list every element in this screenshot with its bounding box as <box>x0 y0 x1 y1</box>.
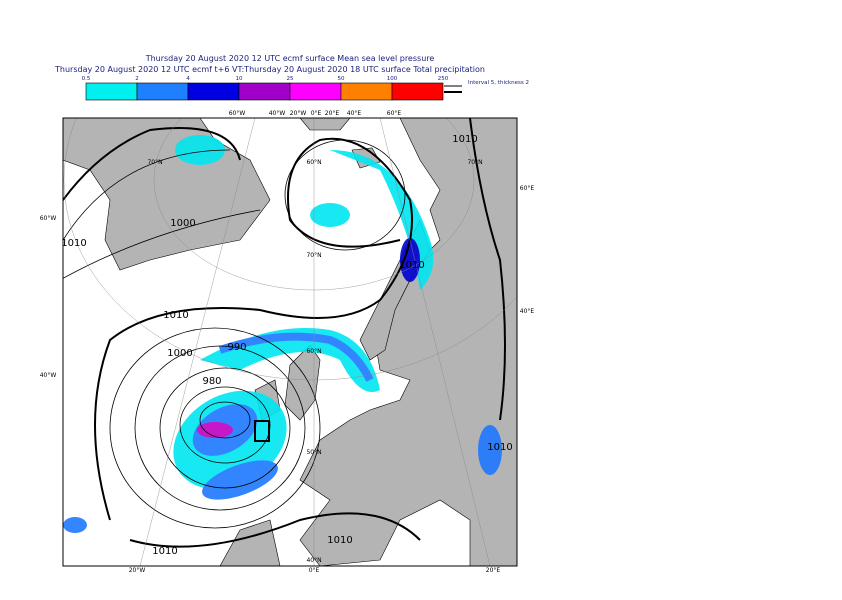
legend-label: 100 <box>387 76 398 82</box>
isobar-label: 1010 <box>152 546 177 557</box>
legend: 0.5 2 4 10 25 50 100 250 <box>82 76 449 101</box>
isobar-label: 1000 <box>170 218 195 229</box>
map-labels: 60°W 40°W 20°W 0°E 20°E 40°E 60°E60°E40°E60°W4… <box>40 110 535 574</box>
legend-label: 10 <box>236 76 243 82</box>
legend-note: Interval 5, thickness 2 <box>468 80 529 86</box>
isobar-label: 1010 <box>452 134 477 145</box>
grid-label: 40°E <box>520 308 535 315</box>
grid-label: 20°W <box>129 567 146 574</box>
grid-label: 40°W <box>269 110 286 117</box>
legend-swatch <box>340 82 393 101</box>
grid-label: 60°E <box>387 110 402 117</box>
grid-label: 40°N <box>306 557 321 564</box>
isobar-label: 980 <box>202 376 221 387</box>
map-frame <box>62 117 518 567</box>
legend-swatch <box>238 82 291 101</box>
grid-label: 70°N <box>147 159 162 166</box>
legend-swatch <box>85 82 138 101</box>
legend-label: 0.5 <box>82 76 91 82</box>
grid-label: 0°E <box>311 110 322 117</box>
grid-label: 20°E <box>325 110 340 117</box>
grid-label: 60°W <box>229 110 246 117</box>
grid-label: 70°N <box>467 159 482 166</box>
isobar-label: 1010 <box>399 260 424 271</box>
legend-label: 50 <box>338 76 345 82</box>
legend-swatch <box>136 82 189 101</box>
grid-label: 0°E <box>309 567 320 574</box>
title-line: Thursday 20 August 2020 12 UTC ecmf t+6 … <box>54 65 485 74</box>
title-line: Thursday 20 August 2020 12 UTC ecmf surf… <box>145 54 435 63</box>
isobar-label: 1010 <box>163 310 188 321</box>
legend-swatch <box>289 82 342 101</box>
isobar-label: 990 <box>227 342 246 353</box>
map <box>63 118 517 566</box>
grid-label: 50°N <box>306 449 321 456</box>
grid-label: 20°W <box>290 110 307 117</box>
grid-label: 40°E <box>347 110 362 117</box>
legend-swatch <box>391 82 444 101</box>
grid-label: 60°E <box>520 185 535 192</box>
isobar-label: 1010 <box>61 238 86 249</box>
grid-label: 20°E <box>486 567 501 574</box>
legend-label: 250 <box>438 76 449 82</box>
grid-label: 60°W <box>40 215 57 222</box>
grid-label: 60°N <box>306 348 321 355</box>
isobar-label: 1010 <box>327 535 352 546</box>
isobar-label: 1010 <box>487 442 512 453</box>
legend-swatch <box>187 82 240 101</box>
grid-label: 40°W <box>40 372 57 379</box>
isobar-label: 1000 <box>167 348 192 359</box>
grid-label: 60°N <box>306 159 321 166</box>
grid-label: 70°N <box>306 252 321 259</box>
legend-label: 4 <box>186 76 190 82</box>
legend-label: 25 <box>287 76 294 82</box>
legend-label: 2 <box>135 76 139 82</box>
